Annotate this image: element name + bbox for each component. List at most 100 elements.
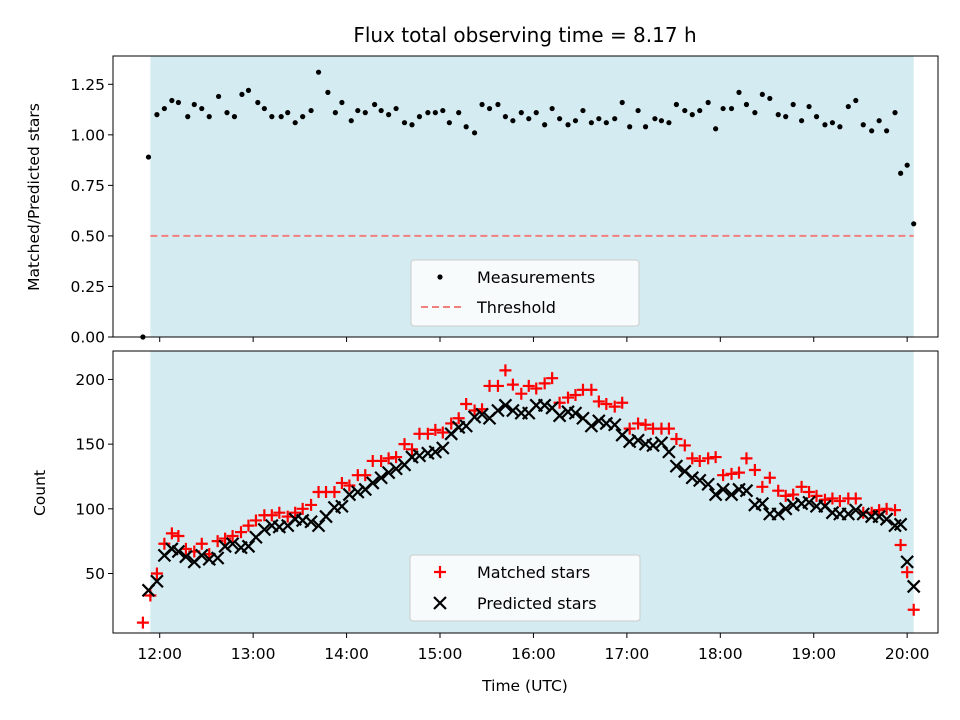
measurement-points xyxy=(140,69,917,340)
top-y-tick-label: 0.50 xyxy=(70,227,105,245)
matched-star-point xyxy=(873,504,886,517)
measurement-point xyxy=(446,120,452,126)
matched-star-point xyxy=(522,379,535,392)
bottom-y-tick-label: 50 xyxy=(85,565,105,583)
measurement-point xyxy=(378,107,384,114)
measurement-point xyxy=(425,110,431,116)
matched-star-point xyxy=(616,396,629,409)
measurement-point xyxy=(440,107,446,114)
measurement-point xyxy=(911,221,917,227)
measurement-point xyxy=(471,130,478,136)
predicted-star-point xyxy=(467,410,482,424)
predicted-star-point xyxy=(646,438,660,453)
measurement-point xyxy=(904,162,910,168)
bottom-x-tick-label: 18:00 xyxy=(698,645,743,663)
matched-star-point xyxy=(562,391,575,404)
measurement-point xyxy=(884,128,890,134)
measurement-point xyxy=(526,116,532,122)
predicted-star-point xyxy=(179,549,193,564)
matched-star-point xyxy=(553,396,566,409)
matched-star-point xyxy=(289,506,302,519)
predicted-star-point xyxy=(210,551,225,565)
predicted-star-point xyxy=(374,470,388,485)
bottom-x-tick-label: 15:00 xyxy=(418,645,463,663)
measurement-point xyxy=(245,87,252,93)
predicted-star-point xyxy=(171,544,186,559)
predicted-star-point xyxy=(150,574,164,589)
matched-star-point xyxy=(894,539,907,552)
measurement-point xyxy=(565,122,571,128)
predicted-star-point xyxy=(436,441,450,455)
matched-star-point xyxy=(235,526,248,539)
predicted-star-point xyxy=(724,487,739,502)
bottom-x-tick-label: 13:00 xyxy=(231,645,276,663)
predicted-star-point xyxy=(389,461,403,476)
measurement-point xyxy=(557,116,563,122)
legend-predicted-label: Predicted stars xyxy=(477,594,597,613)
predicted-star-point xyxy=(802,495,816,510)
matched-star-point xyxy=(748,464,761,477)
measurement-point xyxy=(697,107,703,114)
matched-star-point xyxy=(600,398,613,411)
predicted-stars-points xyxy=(141,398,921,598)
measurement-point xyxy=(813,114,820,120)
predicted-star-point xyxy=(218,539,232,554)
predicted-star-point xyxy=(225,536,240,551)
measurement-point xyxy=(332,110,338,116)
matched-star-point xyxy=(515,387,528,400)
measurement-point xyxy=(479,101,485,108)
measurement-point xyxy=(666,120,672,126)
predicted-star-point xyxy=(893,517,908,532)
matched-star-point xyxy=(818,493,831,506)
predicted-star-point xyxy=(879,512,894,526)
matched-star-point xyxy=(219,532,232,545)
measurement-point xyxy=(339,99,345,106)
predicted-star-point xyxy=(631,433,645,448)
predicted-star-point xyxy=(335,499,349,514)
measurement-point xyxy=(642,124,649,130)
matched-star-point xyxy=(608,400,621,413)
predicted-star-point xyxy=(856,507,871,521)
top-legend-box xyxy=(410,259,640,327)
predicted-star-point xyxy=(701,477,715,492)
predicted-star-point xyxy=(498,398,513,413)
matched-star-point xyxy=(585,383,598,396)
measurement-point xyxy=(603,120,609,126)
measurement-point xyxy=(255,99,261,106)
measurement-point xyxy=(495,101,501,108)
predicted-star-point xyxy=(311,518,326,533)
measurement-point xyxy=(689,112,695,118)
top-x-axis-ticks xyxy=(159,337,908,342)
predicted-star-point xyxy=(841,507,856,521)
predicted-star-point xyxy=(381,465,396,480)
matched-star-point xyxy=(375,454,388,467)
measurement-point xyxy=(154,112,160,118)
matched-star-point xyxy=(717,469,730,482)
measurement-point xyxy=(292,120,298,126)
measurement-point xyxy=(752,110,758,116)
matched-star-point xyxy=(382,452,395,465)
bottom-axes-frame xyxy=(112,350,939,634)
measurement-point xyxy=(145,154,152,160)
measurement-point xyxy=(596,116,602,122)
measurement-point xyxy=(409,122,415,128)
matched-star-point xyxy=(328,486,341,498)
matched-star-point xyxy=(265,509,278,522)
matched-star-point xyxy=(158,537,171,550)
predicted-star-point xyxy=(304,514,318,529)
top-y-tick-label: 0.75 xyxy=(70,177,105,195)
measurement-point xyxy=(533,110,539,116)
matched-star-point xyxy=(756,480,769,493)
measurement-point xyxy=(869,128,875,134)
matched-star-point xyxy=(136,616,149,629)
measurement-point xyxy=(542,122,548,128)
measurement-point xyxy=(720,105,726,112)
predicted-star-point xyxy=(351,485,365,499)
predicted-star-point xyxy=(906,579,921,594)
matched-star-point xyxy=(803,486,816,498)
bottom-x-tick-label: 16:00 xyxy=(511,645,556,663)
matched-star-point xyxy=(506,378,519,391)
matched-star-point xyxy=(901,566,914,579)
bottom-y-tick-label: 200 xyxy=(75,371,105,389)
measurement-point xyxy=(185,114,191,120)
